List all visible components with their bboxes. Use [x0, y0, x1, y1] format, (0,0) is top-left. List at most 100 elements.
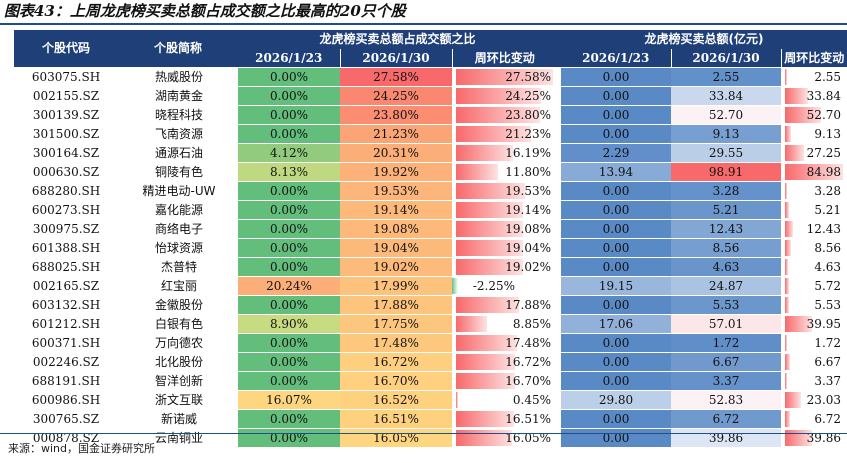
header-code: 个股代码: [14, 30, 118, 68]
change-value: -2.25%: [472, 279, 516, 293]
ratio-change: 11.80%: [452, 162, 558, 182]
source-note: 来源：wind，国金证券研究所: [8, 442, 156, 455]
change-value: 19.04%: [505, 241, 552, 255]
change-value: 21.23%: [505, 127, 552, 141]
change-value: 6.67: [814, 355, 842, 369]
stock-name: 商络电子: [118, 219, 238, 239]
amount-prev: 2.29: [561, 143, 672, 163]
change-bar: [785, 145, 804, 161]
stock-name: 智洋创新: [118, 371, 238, 391]
header-group-amount: 龙虎榜买卖总额(亿元): [561, 30, 847, 49]
change-bar: [456, 297, 519, 313]
footer-divider: [0, 433, 847, 434]
amount-curr: 5.21: [671, 200, 782, 220]
column-gap: [557, 143, 562, 163]
amount-curr: 24.87: [671, 276, 782, 296]
ratio-change: 19.04%: [452, 238, 558, 258]
column-gap: [557, 124, 562, 144]
column-gap: [557, 390, 562, 410]
table-row: 300164.SZ 通源石油 4.12% 20.31% 16.19% 2.29 29.55 2…: [14, 143, 847, 163]
ratio-prev: 0.00%: [238, 371, 340, 391]
table-row: 300765.SZ 新诺威 0.00% 16.51% 16.51% 0.00 6.72 6.7…: [14, 409, 847, 429]
table-row: 600371.SH 万向德农 0.00% 17.48% 17.48% 0.00 1.72 1.…: [14, 333, 847, 353]
change-bar: [785, 316, 813, 332]
ratio-curr: 17.48%: [340, 333, 452, 353]
change-value: 19.02%: [505, 260, 552, 274]
amount-curr: 57.01: [671, 314, 782, 334]
change-bar: [456, 202, 524, 218]
amount-change: 23.03: [781, 390, 847, 410]
stock-name: 北化股份: [118, 352, 238, 372]
change-value: 39.86: [806, 431, 842, 445]
change-value: 52.70: [806, 108, 842, 122]
amount-change: 1.72: [781, 333, 847, 353]
change-value: 12.43: [806, 222, 842, 236]
ratio-prev: 0.00%: [238, 238, 340, 258]
amount-change: 33.84: [781, 86, 847, 106]
stock-code: 601388.SH: [14, 238, 118, 258]
stock-code: 600986.SH: [14, 390, 118, 410]
ratio-curr: 16.72%: [340, 352, 452, 372]
ratio-prev: 0.00%: [238, 181, 340, 201]
stock-code: 002246.SZ: [14, 352, 118, 372]
amount-prev: 0.00: [561, 352, 672, 372]
stock-name: 通源石油: [118, 143, 238, 163]
change-value: 23.03: [806, 393, 842, 407]
table-row: 600273.SH 嘉化能源 0.00% 19.14% 19.14% 0.00 5.21 5.…: [14, 200, 847, 220]
amount-prev: 0.00: [561, 333, 672, 353]
column-gap: [557, 295, 562, 315]
amount-prev: 13.94: [561, 162, 672, 182]
table-row: 002165.SZ 红宝丽 20.24% 17.99% -2.25% 19.15 24.87…: [14, 276, 847, 296]
amount-prev: 0.00: [561, 200, 672, 220]
stock-code: 688025.SH: [14, 257, 118, 277]
header-gap: [557, 30, 562, 68]
table-row: 002155.SZ 湖南黄金 0.00% 24.25% 24.25% 0.00 33.84 3…: [14, 86, 847, 106]
ratio-change: -2.25%: [452, 276, 558, 296]
amount-prev: 0.00: [561, 181, 672, 201]
table-row: 601388.SH 怡球资源 0.00% 19.04% 19.04% 0.00 8.56 8.…: [14, 238, 847, 258]
column-gap: [557, 371, 562, 391]
stock-code: 601212.SH: [14, 314, 118, 334]
amount-change: 5.21: [781, 200, 847, 220]
ratio-change: 17.88%: [452, 295, 558, 315]
stock-name: 新诺威: [118, 409, 238, 429]
amount-curr: 52.70: [671, 105, 782, 125]
header-group-ratio: 龙虎榜买卖总额占成交额之比: [238, 30, 558, 49]
ratio-change: 16.70%: [452, 371, 558, 391]
ratio-prev: 20.24%: [238, 276, 340, 296]
amount-prev: 29.80: [561, 390, 672, 410]
column-gap: [557, 162, 562, 182]
ratio-prev: 0.00%: [238, 295, 340, 315]
stock-name: 浙文互联: [118, 390, 238, 410]
stock-name: 热威股份: [118, 67, 238, 87]
stock-code: 300765.SZ: [14, 409, 118, 429]
ratio-change: 23.80%: [452, 105, 558, 125]
ratio-curr: 23.80%: [340, 105, 452, 125]
amount-prev: 0.00: [561, 409, 672, 429]
ratio-curr: 16.52%: [340, 390, 452, 410]
amount-prev: 0.00: [561, 238, 672, 258]
amount-prev: 19.15: [561, 276, 672, 296]
change-bar: [456, 240, 523, 256]
ratio-prev: 0.00%: [238, 219, 340, 239]
change-value: 4.63: [814, 260, 842, 274]
amount-prev: 0.00: [561, 219, 672, 239]
change-value: 2.55: [814, 70, 842, 84]
stock-code: 600273.SH: [14, 200, 118, 220]
amount-change: 6.72: [781, 409, 847, 429]
stock-code: 300975.SZ: [14, 219, 118, 239]
change-value: 1.72: [814, 336, 842, 350]
ratio-change: 19.02%: [452, 257, 558, 277]
change-value: 16.72%: [505, 355, 552, 369]
stock-code: 600371.SH: [14, 333, 118, 353]
change-value: 27.58%: [505, 70, 552, 84]
ratio-curr: 16.70%: [340, 371, 452, 391]
amount-curr: 3.37: [671, 371, 782, 391]
change-bar: [785, 373, 788, 389]
header-ratio-d2: 2026/1/30: [339, 49, 452, 68]
ratio-change: 16.72%: [452, 352, 558, 372]
amount-change: 39.86: [781, 428, 847, 447]
table-row: 688191.SH 智洋创新 0.00% 16.70% 16.70% 0.00 3.37 3.…: [14, 371, 847, 391]
change-bar: [456, 88, 542, 104]
stock-name: 飞南资源: [118, 124, 238, 144]
